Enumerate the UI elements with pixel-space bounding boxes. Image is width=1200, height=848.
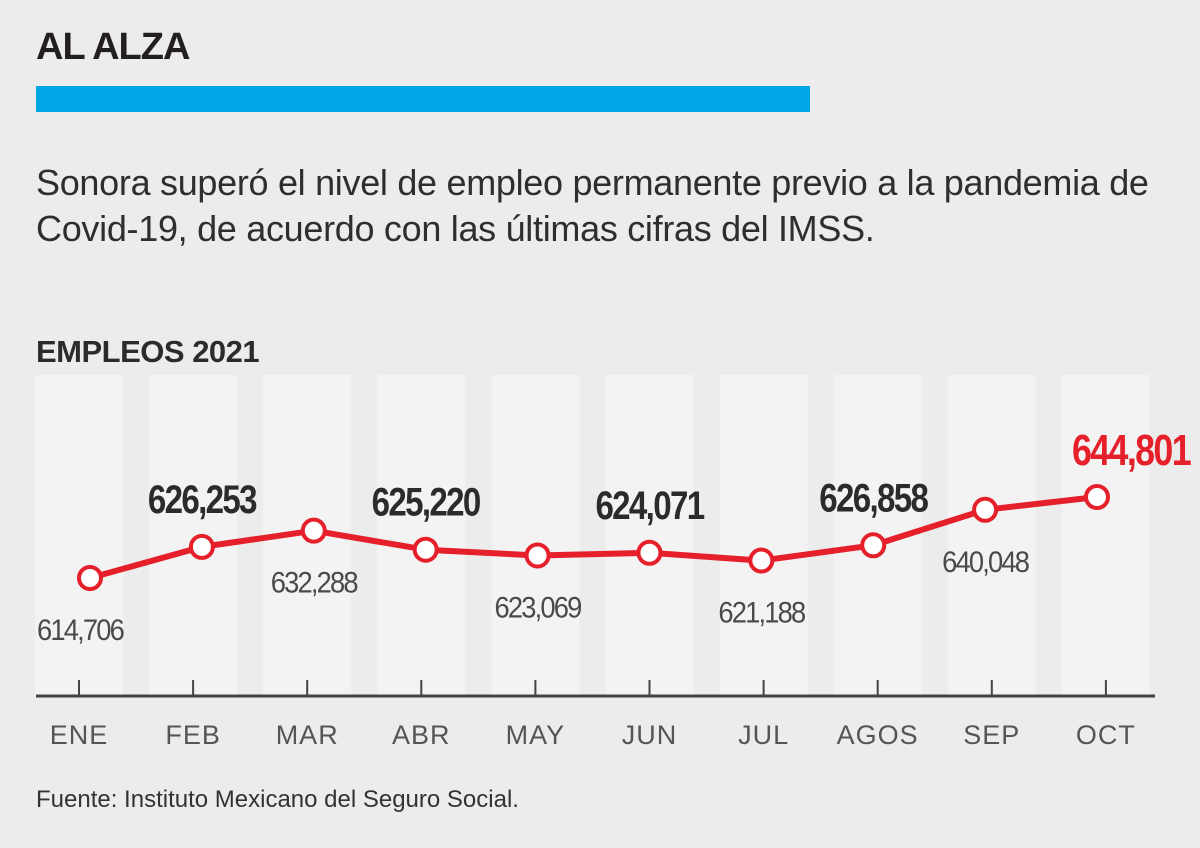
- column-band: [947, 375, 1036, 695]
- x-tick-label: MAR: [276, 720, 339, 750]
- data-label: 624,071: [595, 484, 704, 528]
- data-point: [972, 496, 999, 523]
- column-bands: [35, 375, 1150, 695]
- x-tick-label: ABR: [392, 720, 451, 750]
- column-band: [491, 375, 580, 695]
- series-line: [87, 494, 1100, 581]
- x-tick-label: SEP: [963, 720, 1020, 750]
- headline: AL ALZA: [36, 26, 190, 68]
- data-label: 640,048: [942, 546, 1029, 579]
- x-tick-label: AGOS: [837, 720, 919, 750]
- data-label: 626,858: [819, 476, 928, 520]
- x-tick-label: FEB: [165, 720, 221, 750]
- x-tick-label: OCT: [1076, 720, 1136, 750]
- column-band: [605, 375, 694, 695]
- column-band: [149, 375, 238, 695]
- data-label: 621,188: [718, 597, 805, 630]
- data-points: [77, 484, 1110, 591]
- x-tick-label: MAY: [506, 720, 566, 750]
- data-label: 614,706: [37, 614, 124, 647]
- data-point: [77, 565, 103, 591]
- data-point: [412, 536, 439, 563]
- data-label: 632,288: [271, 567, 358, 600]
- x-tick-label: ENE: [50, 720, 109, 750]
- data-label: 626,253: [148, 478, 257, 522]
- data-label: 623,069: [495, 591, 582, 624]
- data-point: [860, 532, 887, 559]
- column-band: [377, 375, 466, 695]
- x-tick-label: JUN: [622, 720, 678, 750]
- data-point: [636, 539, 663, 566]
- x-tick-label: JUL: [738, 720, 789, 750]
- data-point: [748, 547, 775, 574]
- x-tick-labels: ENE FEB MAR ABR MAY JUN JUL AGOS SEP OCT: [50, 720, 1136, 750]
- data-point: [1084, 484, 1110, 510]
- data-point: [524, 542, 551, 569]
- data-label: 625,220: [372, 481, 481, 525]
- accent-bar: [36, 86, 810, 112]
- chart-title: EMPLEOS 2021: [36, 334, 260, 369]
- column-band: [719, 375, 808, 695]
- data-labels: 614,706 626,253 632,288 625,220 623,069 624,0…: [37, 426, 1193, 647]
- column-band: [1061, 375, 1150, 695]
- data-point: [188, 533, 215, 560]
- data-point: [300, 517, 327, 544]
- description: Sonora superó el nivel de empleo permane…: [36, 162, 1149, 249]
- x-ticks: [78, 680, 1107, 696]
- data-label: 644,801: [1072, 426, 1191, 475]
- column-band: [35, 375, 123, 695]
- source-note: Fuente: Instituto Mexicano del Seguro So…: [36, 786, 519, 813]
